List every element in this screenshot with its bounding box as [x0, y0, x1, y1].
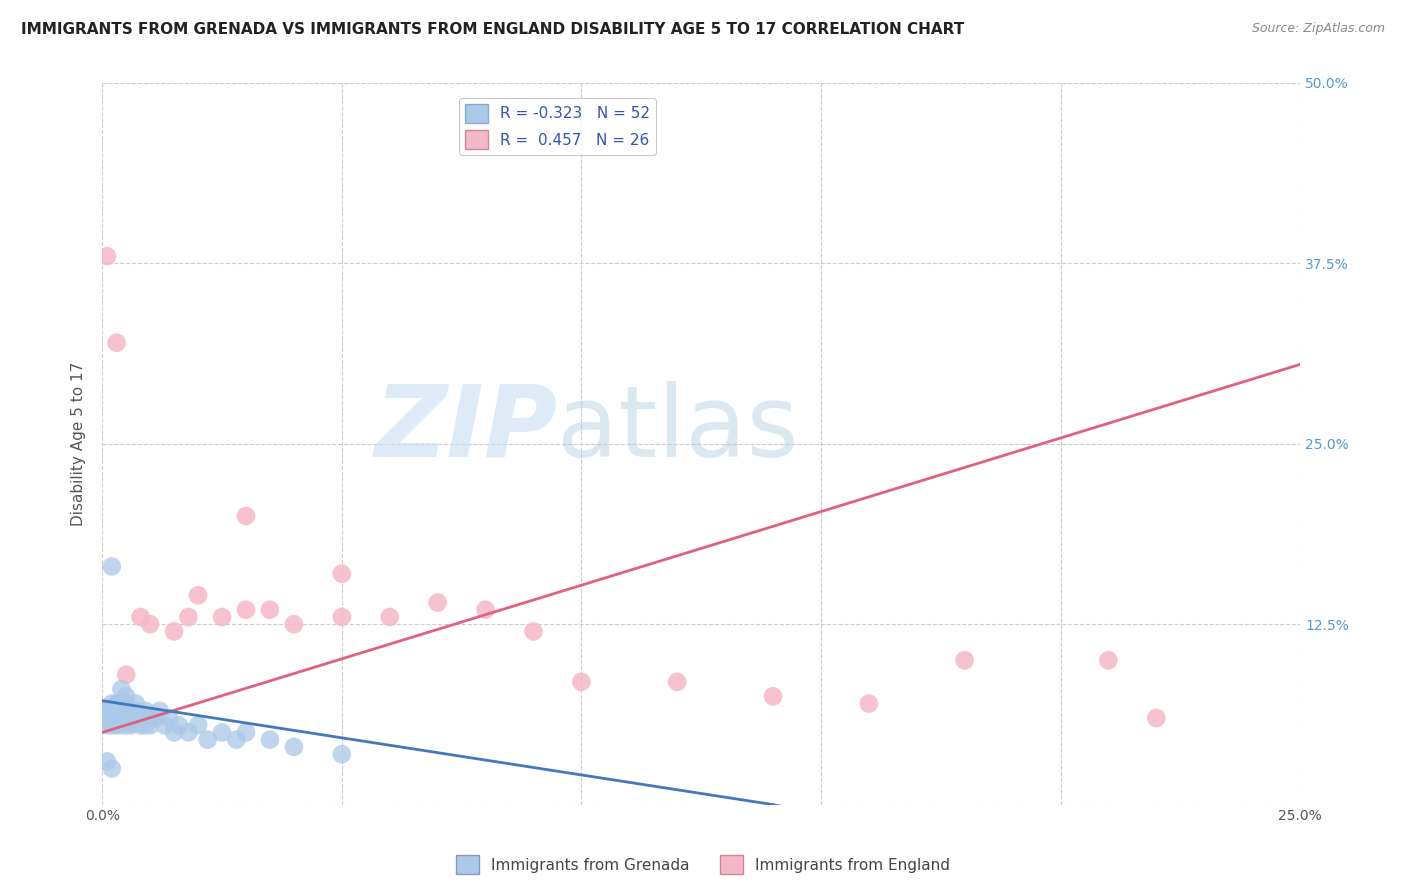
- Point: [163, 725, 186, 739]
- Point: [139, 711, 162, 725]
- Point: [101, 559, 124, 574]
- Point: [666, 674, 689, 689]
- Text: ZIP: ZIP: [374, 381, 557, 478]
- Point: [858, 697, 880, 711]
- Point: [1144, 711, 1167, 725]
- Point: [143, 711, 166, 725]
- Point: [153, 718, 176, 732]
- Point: [157, 711, 180, 725]
- Point: [197, 732, 219, 747]
- Point: [105, 704, 128, 718]
- Point: [120, 718, 142, 732]
- Point: [235, 725, 257, 739]
- Point: [139, 718, 162, 732]
- Point: [105, 718, 128, 732]
- Point: [115, 711, 138, 725]
- Point: [330, 747, 353, 761]
- Point: [96, 704, 118, 718]
- Point: [211, 725, 233, 739]
- Point: [129, 711, 152, 725]
- Point: [105, 711, 128, 725]
- Point: [101, 718, 124, 732]
- Point: [163, 624, 186, 639]
- Point: [115, 718, 138, 732]
- Point: [187, 588, 209, 602]
- Legend: Immigrants from Grenada, Immigrants from England: Immigrants from Grenada, Immigrants from…: [450, 849, 956, 880]
- Point: [115, 667, 138, 681]
- Point: [474, 603, 496, 617]
- Point: [110, 697, 132, 711]
- Point: [129, 718, 152, 732]
- Point: [110, 718, 132, 732]
- Point: [177, 725, 200, 739]
- Point: [259, 732, 281, 747]
- Point: [110, 711, 132, 725]
- Point: [235, 508, 257, 523]
- Point: [134, 704, 156, 718]
- Point: [105, 697, 128, 711]
- Point: [187, 718, 209, 732]
- Point: [283, 739, 305, 754]
- Legend: R = -0.323   N = 52, R =  0.457   N = 26: R = -0.323 N = 52, R = 0.457 N = 26: [458, 98, 657, 155]
- Point: [120, 711, 142, 725]
- Point: [96, 249, 118, 263]
- Point: [569, 674, 592, 689]
- Point: [115, 697, 138, 711]
- Point: [167, 718, 190, 732]
- Text: atlas: atlas: [557, 381, 799, 478]
- Point: [125, 697, 148, 711]
- Point: [177, 610, 200, 624]
- Point: [259, 603, 281, 617]
- Point: [235, 603, 257, 617]
- Point: [330, 610, 353, 624]
- Point: [283, 617, 305, 632]
- Point: [211, 610, 233, 624]
- Point: [96, 718, 118, 732]
- Point: [134, 718, 156, 732]
- Point: [1097, 653, 1119, 667]
- Point: [101, 697, 124, 711]
- Point: [101, 704, 124, 718]
- Point: [110, 682, 132, 697]
- Point: [120, 704, 142, 718]
- Point: [762, 690, 785, 704]
- Point: [110, 704, 132, 718]
- Point: [953, 653, 976, 667]
- Point: [115, 690, 138, 704]
- Point: [149, 704, 172, 718]
- Point: [105, 335, 128, 350]
- Point: [330, 566, 353, 581]
- Point: [125, 704, 148, 718]
- Point: [101, 762, 124, 776]
- Point: [96, 754, 118, 768]
- Point: [426, 596, 449, 610]
- Point: [101, 711, 124, 725]
- Point: [125, 711, 148, 725]
- Point: [522, 624, 544, 639]
- Point: [105, 697, 128, 711]
- Point: [129, 610, 152, 624]
- Point: [139, 617, 162, 632]
- Text: Source: ZipAtlas.com: Source: ZipAtlas.com: [1251, 22, 1385, 36]
- Point: [378, 610, 401, 624]
- Point: [96, 711, 118, 725]
- Y-axis label: Disability Age 5 to 17: Disability Age 5 to 17: [72, 361, 86, 526]
- Point: [225, 732, 247, 747]
- Text: IMMIGRANTS FROM GRENADA VS IMMIGRANTS FROM ENGLAND DISABILITY AGE 5 TO 17 CORREL: IMMIGRANTS FROM GRENADA VS IMMIGRANTS FR…: [21, 22, 965, 37]
- Point: [115, 704, 138, 718]
